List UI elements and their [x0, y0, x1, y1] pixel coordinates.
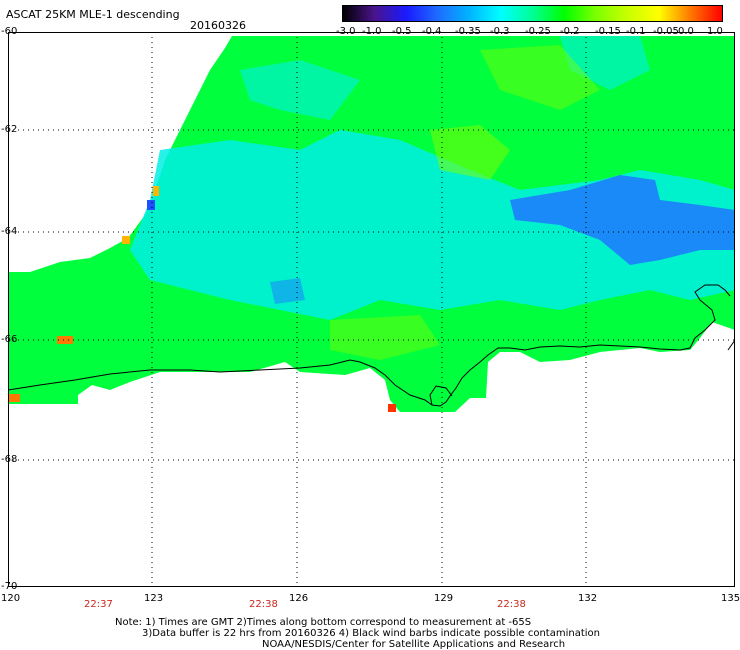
time-label: 22:37	[84, 599, 113, 610]
latitude-label: -66	[1, 334, 18, 345]
latitude-label: -64	[1, 226, 18, 237]
green-region	[430, 125, 510, 180]
colorbar-tick-label: -0.2	[560, 26, 580, 37]
blue-region	[510, 175, 735, 265]
data-pixel	[122, 236, 130, 244]
time-label: 22:38	[249, 599, 278, 610]
longitude-label: 123	[144, 593, 164, 604]
longitude-label: 132	[578, 593, 598, 604]
coastline	[727, 339, 735, 351]
latitude-label: -70	[1, 581, 18, 592]
green-region	[330, 315, 440, 360]
colorbar-tick-label: -0.15	[595, 26, 621, 37]
longitude-label: 135	[721, 593, 740, 604]
coastline	[429, 385, 453, 406]
data-pixel	[57, 336, 73, 344]
green-region	[480, 45, 600, 110]
data-pixel	[153, 186, 159, 196]
cyan-region	[240, 60, 360, 120]
longitude-label: 129	[434, 593, 454, 604]
note-line-1: Note: 1) Times are GMT 2)Times along bot…	[115, 617, 532, 628]
colorbar-tick-label: -0.05	[653, 26, 679, 37]
colorbar-tick-label: 0.0	[678, 26, 694, 37]
note-line-2: 3)Data buffer is 22 hrs from 20160326 4)…	[142, 628, 600, 639]
colorbar-tick-label: -0.35	[455, 26, 481, 37]
colorbar-tick-label: -0.4	[422, 26, 442, 37]
colorbar-tick-label: -0.5	[392, 26, 412, 37]
colorbar-tick-label: -0.3	[490, 26, 510, 37]
longitude-label: 126	[289, 593, 309, 604]
latitude-label: -68	[1, 454, 18, 465]
time-label: 22:38	[497, 599, 526, 610]
colorbar-tick-label: -0.25	[525, 26, 551, 37]
colorbar-tick-label: -3.0	[336, 26, 356, 37]
cyan-region	[130, 130, 735, 320]
data-pixel	[147, 200, 155, 210]
latitude-label: -62	[1, 124, 18, 135]
blue-region	[270, 278, 305, 304]
cyan-region	[560, 36, 650, 90]
longitude-label: 120	[1, 593, 21, 604]
note-line-3: NOAA/NESDIS/Center for Satellite Applica…	[262, 639, 566, 650]
data-pixel	[388, 404, 396, 412]
coastline	[8, 284, 731, 407]
data-pixel	[8, 394, 20, 402]
colorbar-tick-label: -1.0	[362, 26, 382, 37]
colorbar-tick-label: -0.1	[626, 26, 646, 37]
title: ASCAT 25KM MLE-1 descending	[6, 8, 180, 21]
latitude-label: -60	[1, 26, 18, 37]
colorbar-tick-label: 1.0	[707, 26, 723, 37]
colorbar	[342, 5, 723, 22]
date-label: 20160326	[190, 19, 246, 32]
map-frame	[8, 32, 735, 587]
